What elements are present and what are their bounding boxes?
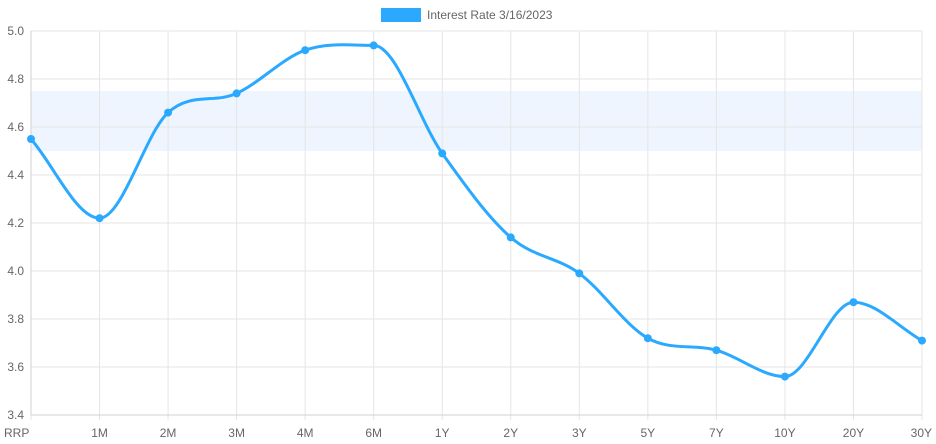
legend-label[interactable]: Interest Rate 3/16/2023 [427,8,553,22]
y-tick-label: 4.0 [7,264,24,278]
data-point[interactable] [506,233,515,242]
legend-swatch[interactable] [381,8,421,22]
y-tick-label: 3.4 [7,408,24,422]
grid-layer [30,30,923,420]
data-point[interactable] [164,108,173,117]
y-tick-label: 3.8 [7,312,24,326]
data-point[interactable] [643,334,652,343]
x-tick-label: 2M [160,426,177,440]
y-tick-label: 5.0 [7,24,24,38]
y-tick-label: 4.4 [7,168,24,182]
target-range-band [31,91,922,151]
data-point[interactable] [27,135,35,143]
x-tick-label: 30Y [911,426,932,440]
data-point[interactable] [369,41,378,50]
data-point[interactable] [780,372,789,381]
x-tick-label: 4M [297,426,314,440]
data-point[interactable] [918,336,926,345]
data-point[interactable] [301,46,310,55]
data-point[interactable] [849,298,858,307]
x-tick-label: 2Y [503,426,518,440]
x-tick-label: 6M [365,426,382,440]
x-tick-label: RRP [4,426,29,440]
x-tick-label: 3Y [572,426,587,440]
y-tick-label: 3.6 [7,360,24,374]
data-point[interactable] [95,214,104,223]
data-point[interactable] [712,346,721,355]
x-tick-label: 10Y [774,426,795,440]
series-layer [27,41,926,381]
x-tick-label: 5Y [641,426,656,440]
data-point[interactable] [232,89,241,98]
y-tick-label: 4.2 [7,216,24,230]
y-axis: 3.4 3.6 3.8 4.0 4.2 4.4 4.6 4.8 5.0 [7,24,24,422]
x-tick-label: 1M [91,426,108,440]
data-point[interactable] [575,269,584,278]
x-axis: RRP 1M 2M 3M 4M 6M 1Y 2Y 3Y 5Y 7Y 10Y 20Y 30Y [4,426,932,440]
y-tick-label: 4.6 [7,120,24,134]
target-range-band-layer [31,91,922,151]
legend[interactable]: Interest Rate 3/16/2023 [381,8,553,22]
x-tick-label: 1Y [435,426,450,440]
x-tick-label: 3M [228,426,245,440]
y-tick-label: 4.8 [7,72,24,86]
data-point[interactable] [438,149,447,158]
x-tick-label: 20Y [843,426,864,440]
x-tick-label: 7Y [709,426,724,440]
